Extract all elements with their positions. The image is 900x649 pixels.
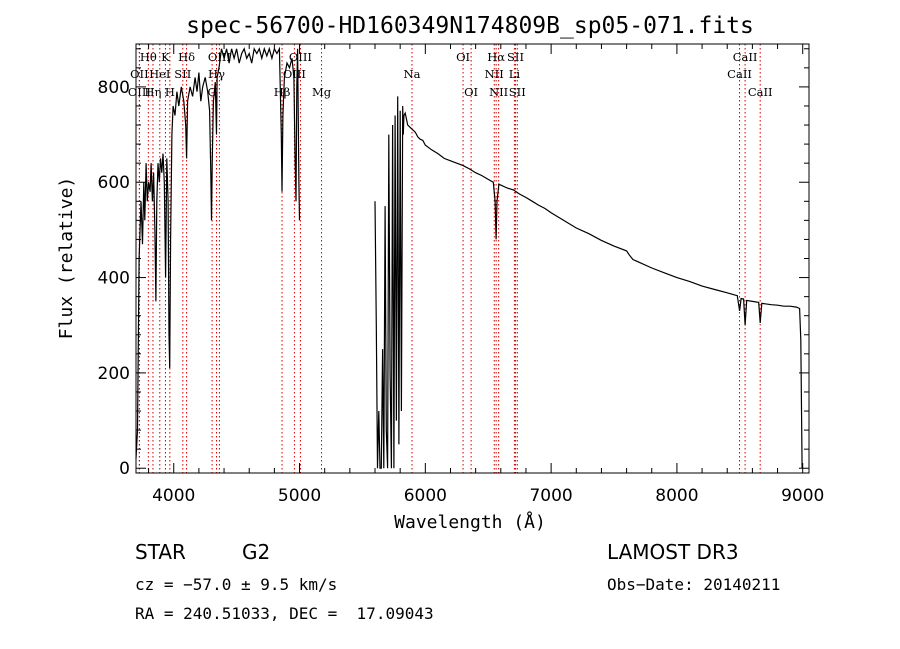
coordinates: RA = 240.51033, DEC = 17.09043 [135,604,434,623]
y-tick-label: 400 [98,269,130,289]
observation-date: Obs−Date: 20140211 [607,575,781,594]
line-label-17: OI [456,50,470,64]
line-label-3: K [161,50,170,64]
line-label-27: CaII [748,85,773,99]
line-label-18: OI [464,85,478,99]
line-label-25: CaII [733,50,758,64]
y-axis-ticks: 0 200 400 600 800 [98,48,809,479]
line-label-16: Na [404,67,421,81]
x-tick-label: 9000 [781,486,824,506]
line-label-8: H [165,85,175,99]
x-tick-label: 4000 [152,486,195,506]
line-label-21: NII [489,85,508,99]
line-label-26: CaII [727,67,752,81]
x-axis-ticks: 4000 5000 6000 7000 8000 9000 [148,44,824,506]
chart-title: spec-56700-HD160349N174809B_sp05-071.fit… [186,13,754,39]
line-label-1: OII [130,67,149,81]
y-tick-label: 0 [119,459,130,479]
survey-name: LAMOST DR3 [607,540,739,564]
line-label-11: G [208,85,217,99]
x-axis-label: Wavelength (Å) [394,511,546,533]
line-label-10: Hγ [208,67,225,81]
redshift-velocity: cz = −57.0 ± 9.5 km/s [135,575,338,594]
y-tick-label: 800 [98,78,130,98]
y-tick-label: 600 [98,173,130,193]
line-label-4: HeI [149,67,170,81]
line-label-19: Hα [487,50,505,64]
x-tick-label: 7000 [529,486,572,506]
line-label-0: Hθ [140,50,157,64]
line-label-2: OIII [128,85,151,99]
line-label-13: OIII [283,67,306,81]
line-label-7: SII [174,67,191,81]
line-label-24: SII [509,85,526,99]
line-label-22: SII [507,50,524,64]
x-tick-label: 8000 [655,486,698,506]
spectral-line-markers [138,44,761,473]
line-label-6: Hδ [178,50,195,64]
line-label-5: Hη [145,85,162,99]
flux-series-line [135,46,803,469]
x-tick-label: 5000 [278,486,321,506]
y-axis-label: Flux (relative) [56,177,77,340]
y-tick-label: 200 [98,364,130,384]
line-label-14: Hβ [274,85,291,99]
line-label-23: Li [509,67,521,81]
line-label-12: OIII [289,50,312,64]
object-class: STAR [135,540,186,564]
object-subclass: G2 [242,540,271,564]
plot-frame [135,43,810,474]
line-label-20: NII [485,67,504,81]
line-label-15: Mg [312,85,332,99]
x-tick-label: 6000 [404,486,447,506]
